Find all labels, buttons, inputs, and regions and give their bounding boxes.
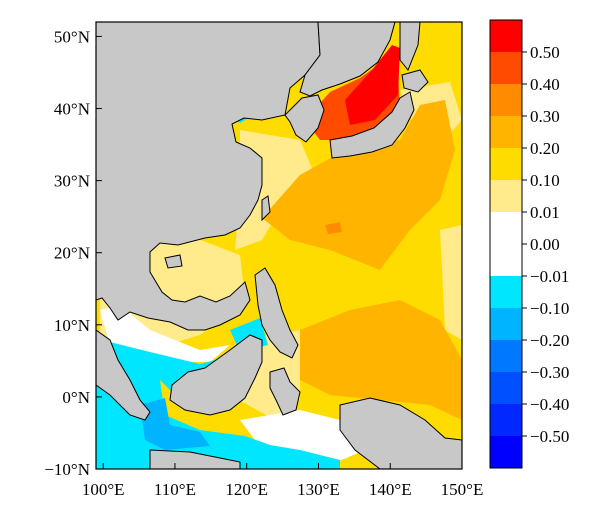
land-japan xyxy=(329,91,415,159)
colorbar-label: −0.20 xyxy=(530,331,569,350)
orange-zone-kuroshio xyxy=(262,100,455,270)
colorbar-label: 0.40 xyxy=(530,75,560,94)
colorbar-bin xyxy=(490,436,522,468)
colorbar-label: 0.50 xyxy=(530,43,560,62)
pale-zone-east-edge xyxy=(440,225,462,340)
y-tick-label: 40°N xyxy=(54,100,90,119)
y-axis: −10°N 0°N 10°N 20°N 30°N 40°N 50°N xyxy=(44,27,102,479)
y-tick-label: 0°N xyxy=(62,388,90,407)
colorbar-bin xyxy=(490,116,522,148)
y-tick-label: 20°N xyxy=(54,244,90,263)
colorbar-bin xyxy=(490,148,522,180)
land-java xyxy=(149,449,241,469)
blue-zone-java xyxy=(140,398,210,450)
x-axis: 100°E 110°E 120°E 130°E 140°E 150°E xyxy=(82,463,484,499)
white-zone-java-sea xyxy=(240,410,365,465)
y-tick-label: −10°N xyxy=(44,460,90,479)
x-tick-label: 100°E xyxy=(82,480,125,499)
colorbar-label: −0.30 xyxy=(530,363,569,382)
land-sakhalin xyxy=(399,22,421,71)
colorbar-bin xyxy=(490,340,522,372)
map-area xyxy=(96,22,462,469)
colorbar-label: −0.50 xyxy=(530,427,569,446)
colorbar-label: −0.10 xyxy=(530,299,569,318)
colorbar-bin xyxy=(490,52,522,84)
land-new-guinea xyxy=(339,397,462,469)
y-tick-label: 10°N xyxy=(54,316,90,335)
land-borneo xyxy=(169,334,263,416)
colorbar-bin xyxy=(490,372,522,404)
colorbar-label: 0.30 xyxy=(530,107,560,126)
map-frame xyxy=(95,21,463,470)
colorbar-label: −0.40 xyxy=(530,395,569,414)
colorbar-bin xyxy=(490,404,522,436)
colorbar-bin xyxy=(490,84,522,116)
colorbar: 0.50 0.40 0.30 0.20 0.10 0.01 0.00 −0.01 −0.10 −0… xyxy=(489,19,569,469)
colorbar-bin xyxy=(490,212,522,244)
colorbar-label: 0.10 xyxy=(530,171,560,190)
x-tick-label: 150°E xyxy=(441,480,484,499)
land-korea-peninsula xyxy=(284,94,325,143)
land-asia-mainland xyxy=(96,22,321,331)
y-tick-label: 50°N xyxy=(54,27,90,46)
colorbar-bin xyxy=(490,308,522,340)
land-masses xyxy=(96,22,462,469)
x-tick-label: 130°E xyxy=(297,480,340,499)
orange-zone-philippine-sea xyxy=(300,300,462,420)
land-manchuria xyxy=(299,22,396,97)
land-philippines xyxy=(254,267,299,359)
colorbar-bin xyxy=(490,244,522,276)
colorbar-label: 0.00 xyxy=(530,235,560,254)
colorbar-bin xyxy=(490,20,522,52)
colorbar-label: −0.01 xyxy=(530,267,569,286)
land-sulawesi xyxy=(269,367,301,416)
land-taiwan xyxy=(261,195,271,222)
colorbar-label: 0.20 xyxy=(530,139,560,158)
land-malay-sumatra xyxy=(96,329,151,421)
red-zone-core xyxy=(345,45,400,125)
x-tick-label: 140°E xyxy=(369,480,412,499)
x-tick-label: 110°E xyxy=(154,480,196,499)
land-hokkaido xyxy=(401,69,429,93)
y-tick-label: 30°N xyxy=(54,172,90,191)
colorbar-bin xyxy=(490,180,522,212)
colorbar-bin xyxy=(490,276,522,308)
orange-spot xyxy=(325,222,342,234)
colorbar-label: 0.01 xyxy=(530,203,560,222)
land-hainan xyxy=(164,254,183,269)
x-tick-label: 120°E xyxy=(225,480,268,499)
